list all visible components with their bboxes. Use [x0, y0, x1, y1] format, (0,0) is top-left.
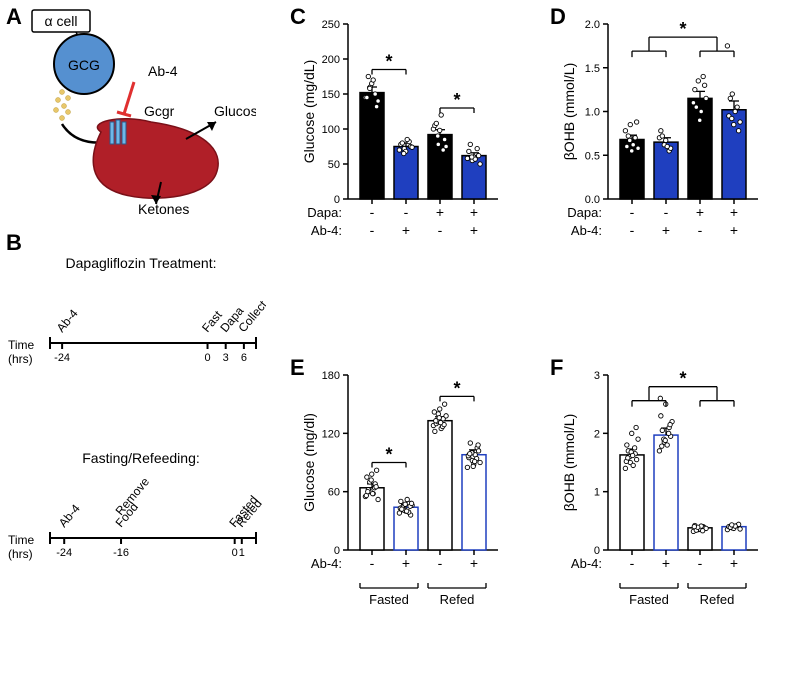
svg-text:-: - — [438, 555, 443, 571]
svg-text:(hrs): (hrs) — [8, 352, 33, 366]
svg-text:Glucose (mg/dL): Glucose (mg/dL) — [301, 60, 317, 163]
svg-text:3: 3 — [594, 370, 600, 382]
svg-text:Dapa:: Dapa: — [307, 205, 342, 220]
panel-c: C 050100150200250Glucose (mg/dL)**Dapa:-… — [290, 4, 540, 284]
svg-text:(hrs): (hrs) — [8, 547, 33, 561]
ab4-text: Ab-4 — [148, 63, 178, 79]
svg-text:+: + — [470, 222, 478, 238]
svg-text:*: * — [679, 369, 686, 389]
svg-text:-: - — [698, 222, 703, 238]
panel-b-label: B — [6, 230, 22, 256]
svg-text:200: 200 — [322, 54, 340, 66]
svg-text:-: - — [630, 204, 635, 220]
svg-text:-: - — [438, 222, 443, 238]
timeline1-title: Dapagliflozin Treatment: — [6, 255, 276, 271]
panel-a-diagram: α cell GCG Ab-4 Gcgr Glucose — [6, 4, 256, 214]
svg-text:-: - — [698, 555, 703, 571]
svg-text:+: + — [696, 204, 704, 220]
svg-text:Dapa:: Dapa: — [567, 205, 602, 220]
svg-text:-24: -24 — [56, 547, 72, 559]
svg-text:Ab-4: Ab-4 — [56, 501, 83, 530]
svg-text:1.5: 1.5 — [585, 63, 600, 75]
svg-text:-: - — [370, 555, 375, 571]
svg-text:Fasted: Fasted — [629, 592, 669, 607]
svg-text:Refed: Refed — [440, 592, 475, 607]
svg-text:+: + — [730, 222, 738, 238]
svg-text:-: - — [630, 222, 635, 238]
svg-text:+: + — [470, 555, 478, 571]
svg-text:*: * — [679, 19, 686, 39]
svg-text:-: - — [370, 222, 375, 238]
svg-text:Refed: Refed — [700, 592, 735, 607]
svg-text:+: + — [436, 204, 444, 220]
svg-text:*: * — [385, 445, 392, 465]
ketones-text: Ketones — [138, 201, 189, 214]
svg-text:Ab-4:: Ab-4: — [571, 556, 602, 571]
svg-text:50: 50 — [328, 159, 340, 171]
timeline2-title: Fasting/Refeeding: — [6, 450, 276, 466]
svg-text:Ab-4:: Ab-4: — [311, 556, 342, 571]
gcgr-text: Gcgr — [144, 103, 175, 119]
svg-text:βOHB (mmol/L): βOHB (mmol/L) — [561, 63, 577, 161]
svg-text:150: 150 — [322, 89, 340, 101]
panel-b: B Dapagliflozin Treatment: Ab-4FastDapaC… — [6, 230, 276, 660]
svg-text:*: * — [385, 52, 392, 72]
svg-text:-: - — [664, 204, 669, 220]
svg-text:+: + — [730, 204, 738, 220]
alpha-cell-text: α cell — [45, 13, 78, 29]
svg-text:120: 120 — [322, 428, 340, 440]
svg-text:*: * — [453, 378, 460, 398]
svg-text:-16: -16 — [113, 547, 129, 559]
svg-text:βOHB (mmol/L): βOHB (mmol/L) — [561, 414, 577, 512]
svg-text:60: 60 — [328, 487, 340, 499]
svg-text:Fasted: Fasted — [369, 592, 409, 607]
svg-text:*: * — [453, 90, 460, 110]
gcg-text: GCG — [68, 57, 100, 73]
svg-text:0.5: 0.5 — [585, 150, 600, 162]
svg-text:0: 0 — [204, 352, 210, 364]
svg-text:+: + — [662, 222, 670, 238]
svg-text:180: 180 — [322, 370, 340, 382]
panel-d: D 0.00.51.01.52.0βOHB (mmol/L)*Dapa:--++… — [550, 4, 800, 284]
svg-text:-: - — [404, 204, 409, 220]
svg-text:+: + — [662, 555, 670, 571]
svg-text:Ab-4:: Ab-4: — [311, 223, 342, 238]
svg-text:+: + — [402, 555, 410, 571]
svg-text:-24: -24 — [54, 352, 70, 364]
svg-text:100: 100 — [322, 124, 340, 136]
svg-text:0: 0 — [232, 547, 238, 559]
timeline-1: Dapagliflozin Treatment: Ab-4FastDapaCol… — [6, 255, 276, 381]
svg-text:6: 6 — [241, 352, 247, 364]
svg-text:1.0: 1.0 — [585, 107, 600, 119]
panel-a: A α cell GCG Ab-4 Gcgr — [6, 4, 256, 214]
svg-text:Ab-4: Ab-4 — [54, 306, 81, 335]
svg-text:+: + — [402, 222, 410, 238]
svg-text:2.0: 2.0 — [585, 19, 600, 31]
svg-text:-: - — [370, 204, 375, 220]
svg-text:2: 2 — [594, 428, 600, 440]
timeline-2: Fasting/Refeeding: Ab-4RemoveFoodFastedR… — [6, 450, 276, 576]
svg-text:Ab-4:: Ab-4: — [571, 223, 602, 238]
svg-text:-: - — [630, 555, 635, 571]
svg-text:Time: Time — [8, 533, 35, 547]
svg-text:1: 1 — [239, 547, 245, 559]
svg-text:+: + — [470, 204, 478, 220]
svg-text:+: + — [730, 555, 738, 571]
svg-text:Time: Time — [8, 338, 35, 352]
panel-e: E 060120180Glucose (mg/dl)**Ab-4:-+-+Fas… — [290, 355, 540, 665]
svg-text:Glucose (mg/dl): Glucose (mg/dl) — [301, 413, 317, 512]
glucose-text: Glucose — [214, 103, 256, 119]
svg-text:3: 3 — [223, 352, 229, 364]
panel-f: F 0123βOHB (mmol/L)*Ab-4:-+-+FastedRefed — [550, 355, 800, 665]
svg-text:1: 1 — [594, 487, 600, 499]
svg-text:250: 250 — [322, 19, 340, 31]
